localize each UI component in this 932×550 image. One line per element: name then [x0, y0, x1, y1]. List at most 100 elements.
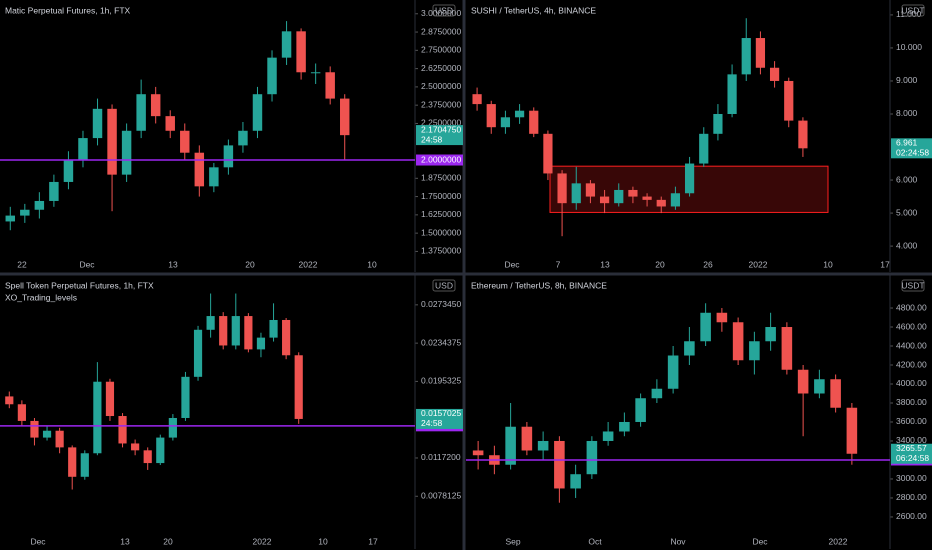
- candle-body: [586, 440, 598, 475]
- x-tick-label: 2022: [299, 259, 318, 269]
- candle-body: [325, 72, 335, 99]
- candle-body: [784, 80, 794, 121]
- candle-body: [554, 440, 565, 489]
- candle-body: [5, 215, 15, 222]
- y-tick-label: 3000.00: [896, 473, 927, 483]
- candle-body: [628, 189, 638, 197]
- candle-body: [642, 196, 652, 200]
- price-label-box: [891, 443, 932, 464]
- y-tick-label: 10.000: [896, 42, 922, 52]
- candle-body: [732, 322, 744, 361]
- candle-body: [830, 379, 841, 408]
- candle-body: [107, 108, 117, 175]
- candle-body: [797, 369, 809, 394]
- x-tick-label: Dec: [79, 259, 95, 269]
- x-tick-label: Sep: [505, 536, 520, 546]
- candle-body: [193, 329, 203, 377]
- x-tick-label: 20: [245, 259, 255, 269]
- x-tick-label: 2022: [749, 259, 768, 269]
- candle-body: [571, 183, 581, 204]
- price-label: 0.0157025: [421, 408, 461, 418]
- candle-body: [500, 117, 511, 128]
- candle-body: [846, 407, 858, 454]
- level-label: 2.0000000: [421, 154, 461, 164]
- candle-body: [529, 110, 539, 134]
- x-tick-label: 20: [655, 259, 665, 269]
- y-tick-label: 1.7500000: [421, 191, 461, 201]
- candle-body: [118, 416, 127, 444]
- candle-body: [614, 189, 624, 204]
- candle-body: [143, 450, 152, 464]
- x-tick-label: 13: [600, 259, 610, 269]
- candle-body: [521, 426, 533, 451]
- currency-box: [432, 4, 456, 17]
- candle-body: [206, 316, 215, 330]
- candle-body: [42, 430, 52, 438]
- candle-body: [78, 138, 88, 161]
- price-label-box: [416, 408, 463, 429]
- y-tick-label: 4.000: [896, 240, 918, 250]
- candle-body: [769, 67, 780, 81]
- candle-body: [505, 426, 516, 465]
- candle-body: [599, 196, 610, 204]
- currency-box: [432, 279, 456, 292]
- candle-body: [244, 316, 253, 350]
- level-label-box: [416, 154, 463, 166]
- y-tick-label: 5.000: [896, 207, 918, 217]
- candle-body: [814, 379, 825, 394]
- candle-body: [741, 38, 751, 75]
- candle-body: [765, 327, 776, 342]
- price-label-box: [416, 125, 463, 146]
- x-tick-label: 10: [318, 536, 328, 546]
- x-tick-label: 10: [367, 259, 377, 269]
- candle-body: [238, 130, 248, 146]
- candle-body: [294, 355, 303, 419]
- candle-body: [727, 74, 737, 114]
- candle-body: [181, 376, 190, 418]
- y-tick-label: 3600.00: [896, 416, 927, 426]
- candle-body: [543, 133, 553, 174]
- candle-body: [252, 94, 263, 131]
- candle-body: [267, 57, 277, 95]
- candle-body: [231, 316, 240, 346]
- y-tick-label: 4200.00: [896, 359, 927, 369]
- x-tick-label: 26: [703, 259, 713, 269]
- candle-body: [486, 104, 496, 128]
- candle-body: [585, 183, 596, 197]
- candle-body: [557, 173, 567, 204]
- y-tick-label: 2600.00: [896, 511, 927, 521]
- currency-box: [901, 279, 925, 292]
- candle-body: [282, 319, 291, 356]
- price-label: 6.961: [896, 138, 918, 148]
- y-tick-label: 0.0234375: [421, 337, 461, 347]
- price-label: 2.1704750: [421, 124, 461, 134]
- candle-body: [635, 398, 646, 422]
- candle-body: [194, 152, 205, 187]
- candle-body: [684, 163, 695, 194]
- x-tick-label: 17: [880, 259, 890, 269]
- countdown: 02:24:58: [896, 148, 929, 158]
- candle-body: [92, 108, 103, 139]
- chart-title: SUSHI / TetherUS, 4h, BINANCE: [471, 5, 596, 15]
- y-tick-label: 11.000: [896, 9, 922, 19]
- candle-body: [472, 94, 482, 105]
- candle-body: [798, 120, 808, 149]
- currency: USD: [435, 5, 453, 15]
- x-tick-label: Nov: [670, 536, 686, 546]
- candle-body: [80, 453, 89, 477]
- candle-body: [310, 72, 321, 74]
- chart-title: Spell Token Perpetual Futures, 1h, FTX: [5, 280, 154, 290]
- candle-body: [223, 145, 234, 168]
- currency: USDT: [901, 280, 924, 290]
- candle-body: [472, 450, 484, 456]
- y-tick-label: 2.3750000: [421, 99, 461, 109]
- candle-body: [5, 396, 14, 405]
- x-tick-label: 22: [17, 259, 27, 269]
- y-tick-label: 2.6250000: [421, 63, 461, 73]
- y-tick-label: 2.5000000: [421, 81, 461, 91]
- candle-body: [537, 440, 549, 451]
- candle-body: [340, 98, 350, 136]
- candle-body: [269, 319, 278, 338]
- x-tick-label: Dec: [30, 536, 46, 546]
- y-tick-label: 1.3750000: [421, 246, 461, 256]
